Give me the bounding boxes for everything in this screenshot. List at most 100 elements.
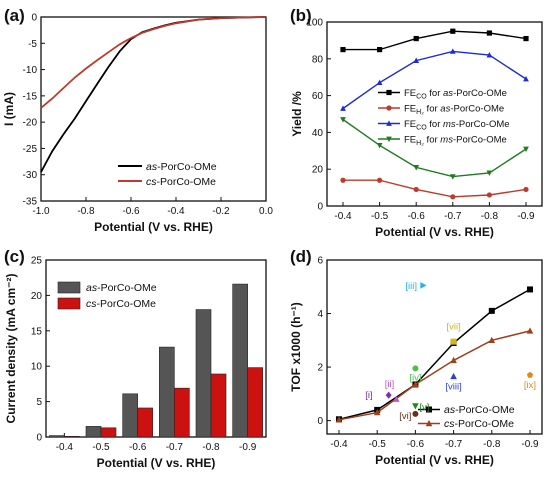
panel-b-ytick-label: 80 (312, 54, 324, 65)
panel-a-ytick-label: -10 (23, 65, 38, 76)
panel-c-ytick-label: 25 (31, 256, 43, 267)
panel-d-annotation-label: [i] (365, 390, 372, 401)
panel-c-bar (64, 435, 80, 438)
panel-d-point (527, 286, 533, 293)
panel-c-bar (210, 373, 227, 438)
panel-b-ytick-label: 0 (317, 202, 323, 213)
panel-d-annotation-marker (526, 371, 534, 378)
panel-d-annotation-label: [iv] (409, 372, 421, 383)
panel-c-xtick-label: -0.6 (129, 442, 147, 453)
panel-c-ytick-label: 0 (36, 433, 42, 444)
panel-a-xtick-label: -0.4 (167, 206, 185, 217)
panel-a-xaxis-title: Potential (V vs. RHE) (94, 220, 213, 234)
panel-b-xtick-label: -0.4 (334, 211, 352, 222)
panel-d-plot-frame (326, 259, 543, 435)
panel-c-ytick-label: 15 (31, 326, 43, 337)
panel-b-legend-marker (386, 136, 392, 143)
panel-b-point (413, 186, 419, 193)
panel-d-legend-label: cs-PorCo-OMe (444, 418, 514, 430)
panel-b-point (523, 75, 529, 82)
panel-b-legend-label: FECO for as-PorCo-OMe (404, 88, 507, 101)
panel-c-ytick-label: 20 (31, 291, 43, 302)
panel-b-point (486, 52, 493, 58)
panel-d-annotation-marker (412, 410, 419, 417)
panel-d-point (412, 380, 419, 388)
panel-b-point (377, 177, 383, 183)
panel-b-xaxis-title: Potential (V vs. RHE) (375, 225, 494, 239)
panel-a-series-line-1 (40, 16, 267, 109)
panel-d-xtick-label: -0.6 (407, 439, 425, 450)
panel-b-legend-label: FEH₂ for ms-PorCo-OMe (404, 135, 507, 148)
panel-b-xtick-label: -0.6 (408, 211, 426, 222)
panel-b-point (486, 30, 492, 36)
panel-a-yaxis-title: I (mA) (2, 92, 16, 126)
panel-d-xtick-label: -0.9 (521, 439, 539, 450)
panel-b-series-line-3 (342, 118, 527, 178)
panel-b-point (340, 177, 346, 183)
panel-a-ytick-label: -15 (23, 91, 38, 102)
panel-c-bar (232, 283, 248, 438)
panel-a-xtick-label: -0.8 (77, 206, 95, 217)
panel-b-point (413, 35, 419, 42)
panel-b-xtick-label: -0.7 (444, 211, 462, 222)
panel-d-point (488, 336, 496, 344)
panel-d-xaxis-title: Potential (V vs. RHE) (375, 453, 494, 467)
panel-b-panel-label: (b) (290, 6, 312, 25)
panel-b-yaxis-title: Yield /% (290, 91, 304, 137)
panel-d-legend-marker (426, 406, 432, 413)
panel-d-point (450, 356, 457, 364)
panel-b-point (486, 192, 492, 198)
panel-b-point (486, 170, 493, 176)
panel-b-xtick-label: -0.9 (517, 211, 535, 222)
panel-a-ytick-label: -20 (23, 118, 38, 129)
panel-a-legend-label: cs-PorCo-OMe (146, 176, 216, 188)
panel-d-annotation-label: [vi] (399, 411, 411, 422)
panel-b-xtick-label: -0.8 (481, 211, 499, 222)
panel-a-xtick-label: -0.2 (212, 206, 230, 217)
panel-d-legend-label: as-PorCo-OMe (444, 404, 515, 416)
panel-a-series-line-0 (40, 16, 267, 173)
panel-d-yaxis-title: TOF x1000 (h⁻¹) (289, 302, 303, 391)
panel-b-point (340, 105, 346, 111)
panel-d-xtick-label: -0.4 (330, 439, 348, 450)
panel-b-legend-marker (386, 120, 392, 126)
panel-c-legend-label: as-PorCo-OMe (86, 282, 157, 294)
panel-c-xaxis-title: Potential (V vs. RHE) (97, 456, 216, 470)
panel-c-bar (122, 393, 138, 438)
panel-c-xtick-label: -0.7 (166, 442, 184, 453)
panel-b-ytick-label: 40 (312, 128, 324, 139)
panel-c-xtick-label: -0.5 (92, 442, 110, 453)
panel-a-ytick-label: -5 (28, 39, 37, 50)
panel-b-legend-marker (386, 89, 392, 96)
panel-d-annotation-marker (393, 395, 400, 402)
panel-b-point (523, 35, 529, 42)
panel-d-annotation-marker (412, 403, 419, 410)
panel-c-panel-label: (c) (4, 247, 25, 266)
panel-c-legend-label: cs-PorCo-OMe (86, 298, 156, 310)
panel-b-ytick-label: 20 (312, 165, 324, 176)
panel-c-ytick-label: 5 (36, 397, 42, 408)
panel-d-annotation-label: [vii] (446, 322, 460, 333)
panel-b-point (449, 174, 456, 180)
panel-b-point (340, 47, 346, 53)
panel-d-ytick-label: 4 (317, 309, 323, 320)
panel-d-point (488, 307, 495, 314)
panel-a-ytick-label: 0 (31, 13, 37, 24)
panel-b-plot-frame (326, 21, 543, 207)
panel-a-plot-frame (40, 16, 267, 202)
panel-a-ytick-label: -25 (23, 144, 38, 155)
panel-d-series-line-1 (338, 330, 531, 421)
panel-d-ytick-label: 0 (317, 416, 323, 427)
panel-d-annotation-label: [v] (419, 402, 429, 413)
panel-b-series-line-0 (343, 30, 527, 51)
panel-b-legend-marker (386, 105, 392, 111)
panel-d-annotation-label: [iii] (405, 281, 417, 292)
panel-b-ytick-label: 100 (306, 18, 323, 29)
panel-d-legend-marker (425, 419, 433, 427)
panel-b-point (340, 117, 346, 123)
panel-c-bar (100, 427, 117, 438)
panel-b-series-line-2 (342, 50, 527, 110)
panel-b-point (450, 194, 456, 200)
panel-c-legend-swatch (57, 281, 81, 294)
